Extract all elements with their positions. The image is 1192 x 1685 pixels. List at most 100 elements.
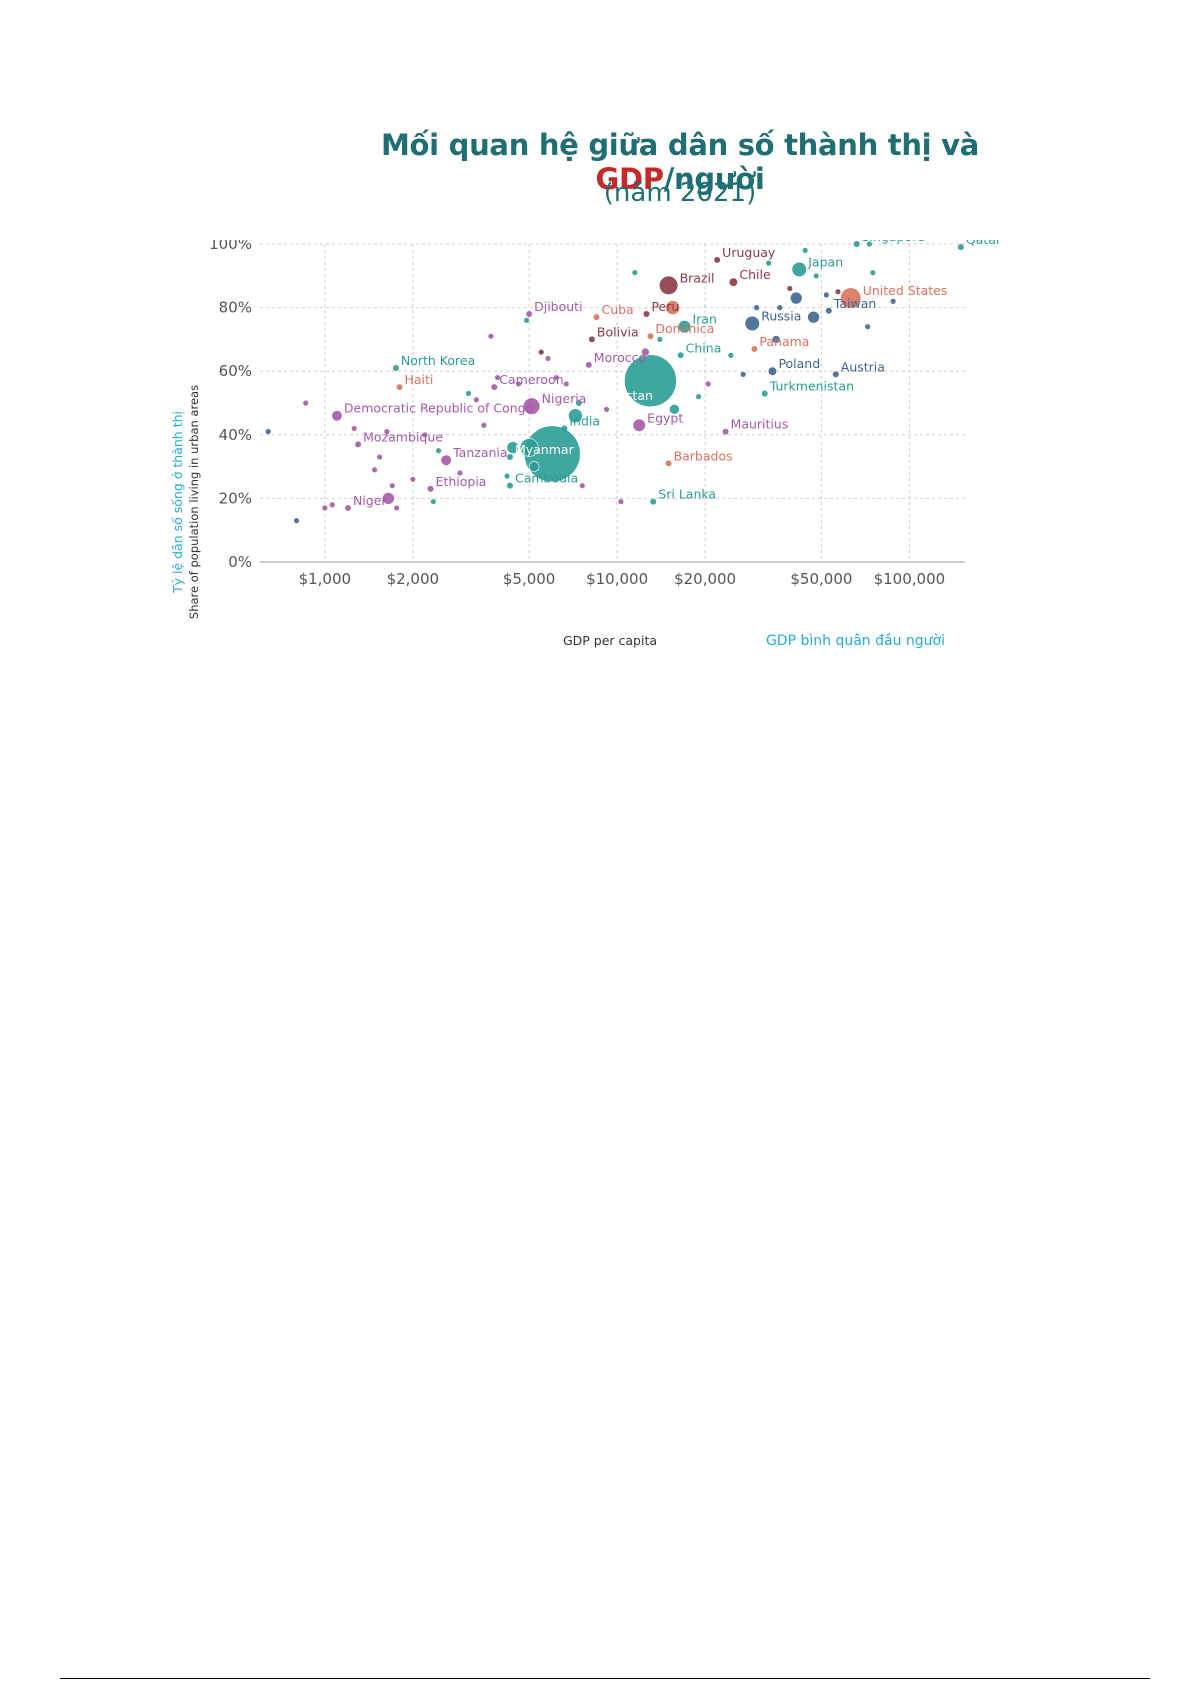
data-bubble [382, 492, 395, 505]
data-point [504, 473, 510, 479]
data-point [545, 355, 551, 362]
data-point [823, 292, 829, 298]
data-point [865, 324, 871, 330]
data-point [643, 310, 650, 317]
point-label: Austria [841, 359, 885, 374]
data-point [832, 371, 839, 378]
data-point [777, 305, 783, 311]
point-label: Barbados [674, 448, 733, 463]
point-label: India [569, 413, 600, 428]
point-label: Taiwan [833, 296, 877, 311]
data-point [494, 374, 501, 381]
point-label: Nigeria [542, 391, 587, 406]
point-labels: Qatar Singapore Uruguay Japan Brazil Chile Uni… [344, 240, 1002, 508]
data-point [825, 307, 832, 314]
y-tick-label: 60% [219, 362, 252, 380]
data-bubble [771, 335, 781, 344]
data-point [745, 316, 760, 331]
point-label: Turkmenistan [769, 378, 854, 393]
point-label: Haiti [404, 372, 433, 387]
point-label: North Korea [401, 353, 475, 368]
data-point [515, 381, 522, 387]
data-point [768, 367, 777, 376]
data-point [351, 425, 357, 432]
x-tick-label: $100,000 [874, 570, 946, 588]
x-axis-label-vi: GDP bình quân đầu người [766, 633, 945, 649]
x-tick-label: $5,000 [503, 570, 555, 588]
data-point [633, 419, 646, 432]
point-label: Dominica [655, 321, 714, 336]
point-label: United States [863, 283, 948, 298]
data-point [890, 298, 896, 304]
point-label: Cameroon [499, 372, 563, 387]
point-label: Ethiopia [436, 474, 487, 489]
data-bubble [669, 404, 680, 415]
data-point [538, 349, 544, 355]
point-label: Mozambique [363, 429, 443, 444]
point-label: Poland [778, 356, 820, 371]
data-point [665, 460, 672, 467]
point-label: Egypt [647, 410, 683, 425]
data-point [728, 352, 734, 358]
data-point [575, 400, 582, 406]
data-point [355, 441, 362, 448]
point-label: Mauritius [731, 417, 789, 432]
data-point [714, 256, 721, 263]
x-tick-label: $2,000 [387, 570, 440, 588]
data-point [506, 482, 513, 489]
data-point [835, 289, 841, 295]
point-label: Djibouti [534, 299, 582, 314]
data-point [422, 432, 428, 438]
title-suffix: /người [663, 162, 765, 196]
data-bubble [568, 408, 583, 424]
point-label: Uzbekistan [584, 388, 653, 403]
data-point [384, 429, 390, 435]
data-bubble [807, 310, 820, 324]
data-point [632, 270, 638, 276]
data-point [410, 476, 416, 482]
point-label: Myanmar [515, 442, 575, 457]
data-bubble [624, 354, 677, 408]
point-label: Panama [759, 334, 809, 349]
y-axis-label: Share of population living in urban area… [187, 385, 201, 619]
point-label: Bolivia [597, 324, 639, 339]
data-point [435, 448, 442, 454]
data-point [695, 394, 702, 400]
data-point [870, 270, 876, 276]
y-tick-label: 0% [228, 553, 252, 571]
data-point [647, 333, 654, 340]
y-tick-label: 40% [219, 426, 252, 444]
data-point [787, 285, 793, 292]
data-point [563, 381, 569, 387]
point-label: Democratic Republic of Congo [344, 401, 533, 416]
data-point [344, 504, 351, 511]
data-point [329, 502, 335, 508]
data-point [866, 241, 873, 247]
data-point [372, 467, 378, 473]
point-label: Qatar [966, 240, 1002, 247]
data-point [392, 365, 399, 372]
data-point [729, 278, 738, 287]
y-axis-label-vi: Tỷ lệ dân số sống ở thành thị [170, 411, 185, 594]
y-tick-label: 80% [219, 299, 252, 317]
data-point [579, 483, 585, 489]
y-tick-label: 100% [209, 240, 252, 253]
data-point [473, 397, 479, 403]
y-axis-ticks: 0% 20% 40% 60% 80% 100% [209, 240, 252, 571]
point-label: Morocco [594, 350, 646, 365]
data-point [303, 400, 309, 406]
data-point [802, 247, 808, 253]
data-point [722, 428, 729, 435]
data-point [792, 262, 807, 277]
point-label: Tanzania [452, 445, 507, 460]
data-point [618, 498, 624, 505]
data-point [957, 244, 964, 251]
y-tick-label: 20% [219, 489, 252, 507]
point-label: Russia [761, 309, 801, 324]
data-point [322, 505, 328, 511]
point-label: Cuba [601, 302, 633, 317]
point-label: Peru [651, 299, 679, 314]
data-point [265, 429, 271, 435]
data-point [677, 352, 684, 359]
data-point [659, 276, 678, 295]
